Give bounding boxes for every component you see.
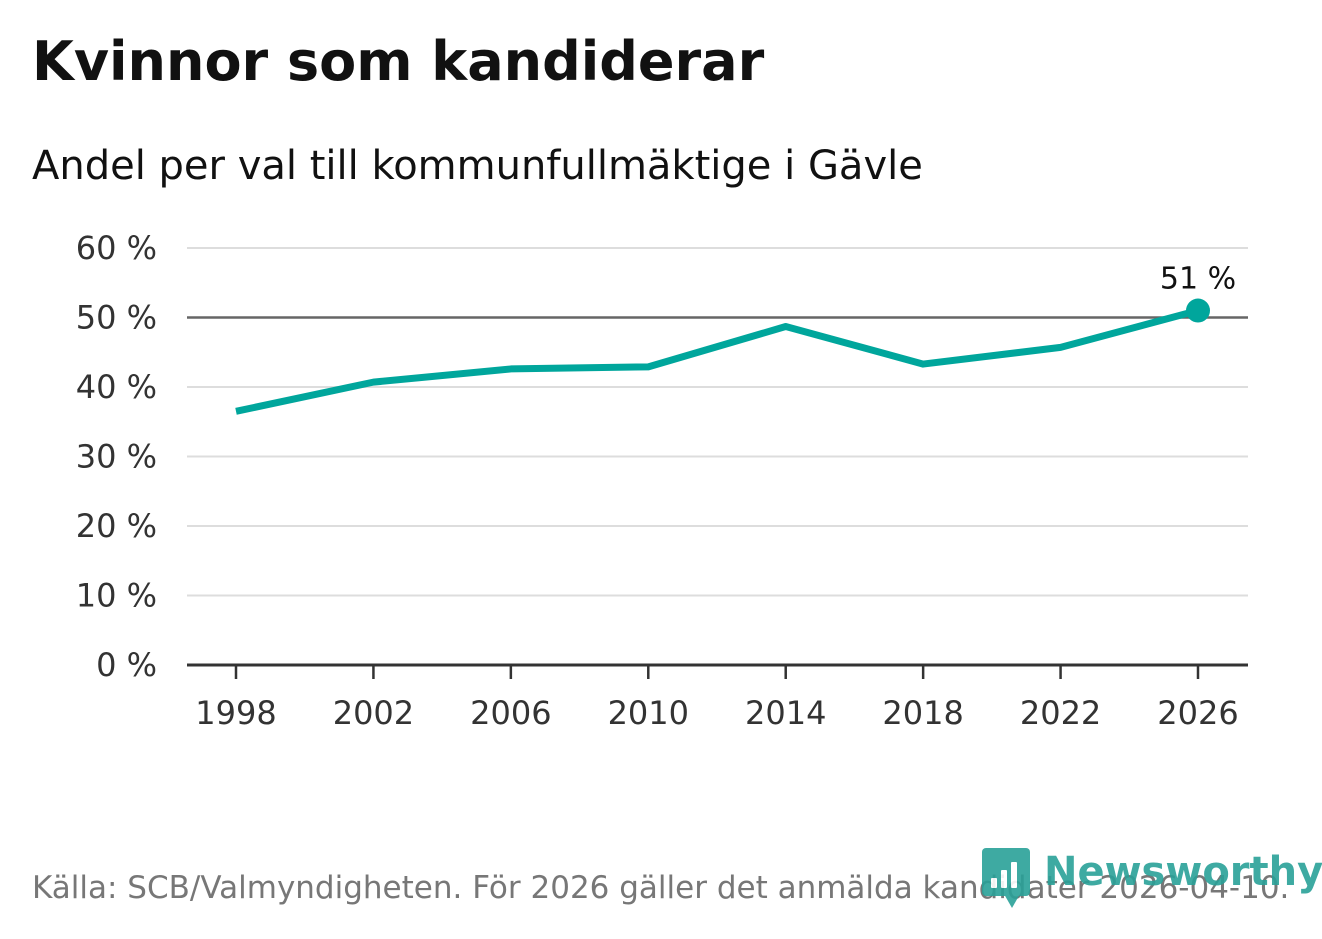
- last-point-label: 51 %: [1160, 262, 1236, 297]
- y-tick-label: 10 %: [76, 577, 157, 615]
- chart-subtitle: Andel per val till kommunfullmäktige i G…: [32, 143, 923, 189]
- x-tick-label: 2026: [1157, 694, 1238, 732]
- gridlines: [187, 247, 1248, 597]
- y-tick-label: 60 %: [76, 229, 157, 267]
- series-line: [235, 307, 1199, 415]
- logo-text: Newsworthy: [1044, 849, 1322, 895]
- y-tick-label: 50 %: [76, 299, 157, 337]
- source-note: Källa: SCB/Valmyndigheten. För 2026 gäll…: [32, 870, 1290, 906]
- x-tick-label: 2010: [608, 694, 689, 732]
- x-tick-label: 2022: [1020, 694, 1101, 732]
- y-tick-label: 20 %: [76, 507, 157, 545]
- x-tick-label: 1998: [195, 694, 276, 732]
- y-tick-label: 30 %: [76, 438, 157, 476]
- x-axis: 1998 2002 2006 2010 2014 2018 2022 2026: [187, 663, 1248, 732]
- newsworthy-logo: Newsworthy: [982, 848, 1322, 908]
- last-point-marker: [1186, 298, 1210, 323]
- x-tick-label: 2006: [470, 694, 551, 732]
- series-group: 51 %: [235, 262, 1236, 415]
- x-tick-label: 2018: [882, 694, 963, 732]
- x-tick-label: 2014: [745, 694, 826, 732]
- y-axis: 0 % 10 % 20 % 30 % 40 % 50 % 60 %: [76, 229, 157, 684]
- newsworthy-logo-icon: [982, 848, 1030, 908]
- chart-title: Kvinnor som kandiderar: [32, 30, 765, 93]
- x-tick-label: 2002: [333, 694, 414, 732]
- y-tick-label: 0 %: [96, 646, 157, 684]
- y-tick-label: 40 %: [76, 368, 157, 406]
